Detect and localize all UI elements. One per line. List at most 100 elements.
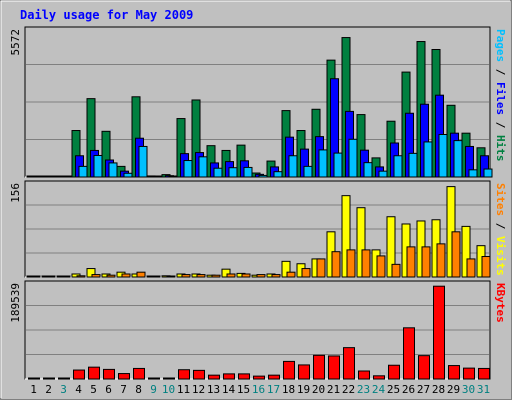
bar-pages-17 [273, 171, 283, 178]
legend-entry: Pages [494, 29, 507, 62]
bar-pages-23 [363, 162, 373, 178]
x-tick-label: 4 [75, 383, 82, 396]
bar-pages-7 [123, 172, 133, 178]
x-tick-label: 10 [162, 383, 175, 396]
bar-pages-25 [393, 155, 403, 178]
bar-kbytes-9 [148, 377, 160, 380]
bar-kbytes-13 [208, 374, 220, 380]
bar-sites-16 [256, 274, 266, 278]
x-tick-label: 8 [135, 383, 142, 396]
bar-sites-1 [31, 275, 41, 278]
bar-kbytes-3 [58, 377, 70, 380]
bar-kbytes-4 [73, 369, 85, 380]
x-tick-label: 30 [462, 383, 475, 396]
x-tick-label: 5 [90, 383, 97, 396]
bar-kbytes-2 [43, 377, 55, 380]
bar-kbytes-8 [133, 367, 145, 380]
bar-pages-1 [33, 175, 43, 178]
x-tick-label: 25 [387, 383, 400, 396]
panel-hits: 5572 Pages / Files / Hits [9, 26, 507, 178]
bar-kbytes-31 [478, 367, 490, 380]
bar-kbytes-26 [403, 327, 415, 380]
bar-kbytes-24 [373, 375, 385, 380]
x-tick-label: 23 [357, 383, 370, 396]
bar-visits-18 [281, 260, 291, 278]
legend-entry: KBytes [494, 283, 507, 323]
bar-pages-8 [138, 145, 148, 178]
bar-sites-18 [286, 271, 296, 278]
chart-title: Daily usage for May 2009 [20, 8, 193, 22]
bar-pages-2 [48, 175, 58, 178]
bar-kbytes-20 [313, 354, 325, 380]
x-tick-label: 17 [267, 383, 280, 396]
panels: 5572 Pages / Files / Hits 156 Sites / Visit… [9, 26, 507, 380]
bar-pages-30 [468, 169, 478, 178]
x-tick-label: 15 [237, 383, 250, 396]
bar-kbytes-30 [463, 367, 475, 380]
x-tick-label: 31 [477, 383, 490, 396]
x-axis-labels: 1 2 3 4 5 6 7 8 9 10 11 12 13 14 15 16 17 18 19 20 21 22 23 24 2… [30, 383, 490, 396]
bar-visits-30 [461, 225, 471, 278]
bar-sites-15 [241, 273, 251, 278]
bar-sites-9 [151, 275, 161, 278]
legend-entry: Visits [494, 236, 507, 276]
bar-pages-6 [108, 162, 118, 178]
legend-entry: Sites [494, 183, 507, 216]
bar-kbytes-17 [268, 374, 280, 380]
x-tick-label: 16 [252, 383, 265, 396]
panel-visits-legend: Sites / Visits [494, 183, 507, 276]
x-tick-label: 24 [372, 383, 386, 396]
bar-sites-7 [121, 273, 131, 278]
bar-sites-27 [421, 246, 431, 278]
bar-sites-21 [331, 251, 341, 278]
bar-sites-29 [451, 231, 461, 278]
bar-sites-5 [91, 274, 101, 278]
bar-sites-20 [316, 258, 326, 278]
bar-sites-24 [376, 255, 386, 278]
bar-kbytes-22 [343, 347, 355, 380]
bar-sites-2 [46, 275, 56, 278]
bar-kbytes-21 [328, 355, 340, 380]
bar-kbytes-27 [418, 355, 430, 380]
bar-kbytes-15 [238, 373, 250, 380]
bar-pages-3 [63, 175, 73, 178]
bar-visits-5 [86, 268, 96, 278]
bar-kbytes-18 [283, 360, 295, 380]
bar-kbytes-19 [298, 364, 310, 380]
bar-kbytes-12 [193, 369, 205, 380]
bar-pages-10 [168, 175, 178, 178]
bar-kbytes-23 [358, 370, 370, 380]
bar-pages-4 [78, 165, 88, 178]
bar-visits-25 [386, 216, 396, 278]
bar-sites-11 [181, 274, 191, 278]
x-tick-label: 12 [192, 383, 205, 396]
bar-pages-22 [348, 138, 358, 178]
bar-sites-14 [226, 273, 236, 278]
bar-pages-13 [213, 167, 223, 178]
bar-sites-22 [346, 249, 356, 278]
bar-sites-12 [196, 274, 206, 278]
bar-sites-19 [301, 268, 311, 278]
bar-pages-21 [333, 152, 343, 178]
bar-sites-10 [166, 275, 176, 278]
bar-sites-3 [61, 275, 71, 278]
legend-entry: / [494, 115, 507, 135]
bar-sites-17 [271, 274, 281, 278]
bar-kbytes-11 [178, 369, 190, 380]
bar-visits-14 [221, 268, 231, 278]
legend-entry: Hits [494, 135, 507, 162]
bar-sites-6 [106, 274, 116, 278]
x-tick-label: 21 [327, 383, 340, 396]
panel-kbytes-ymax-label: 189539 [9, 283, 22, 323]
bar-kbytes-28 [433, 285, 445, 380]
bar-pages-27 [423, 141, 433, 178]
bar-kbytes-5 [88, 366, 100, 380]
panel-hits-ymax-label: 5572 [9, 29, 22, 56]
x-tick-label: 2 [45, 383, 52, 396]
bar-sites-13 [211, 274, 221, 278]
bar-pages-5 [93, 154, 103, 178]
bar-kbytes-7 [118, 373, 130, 380]
panel-kbytes: 189539 KBytes [9, 280, 507, 380]
bar-pages-16 [258, 174, 268, 178]
bar-sites-28 [436, 243, 446, 278]
